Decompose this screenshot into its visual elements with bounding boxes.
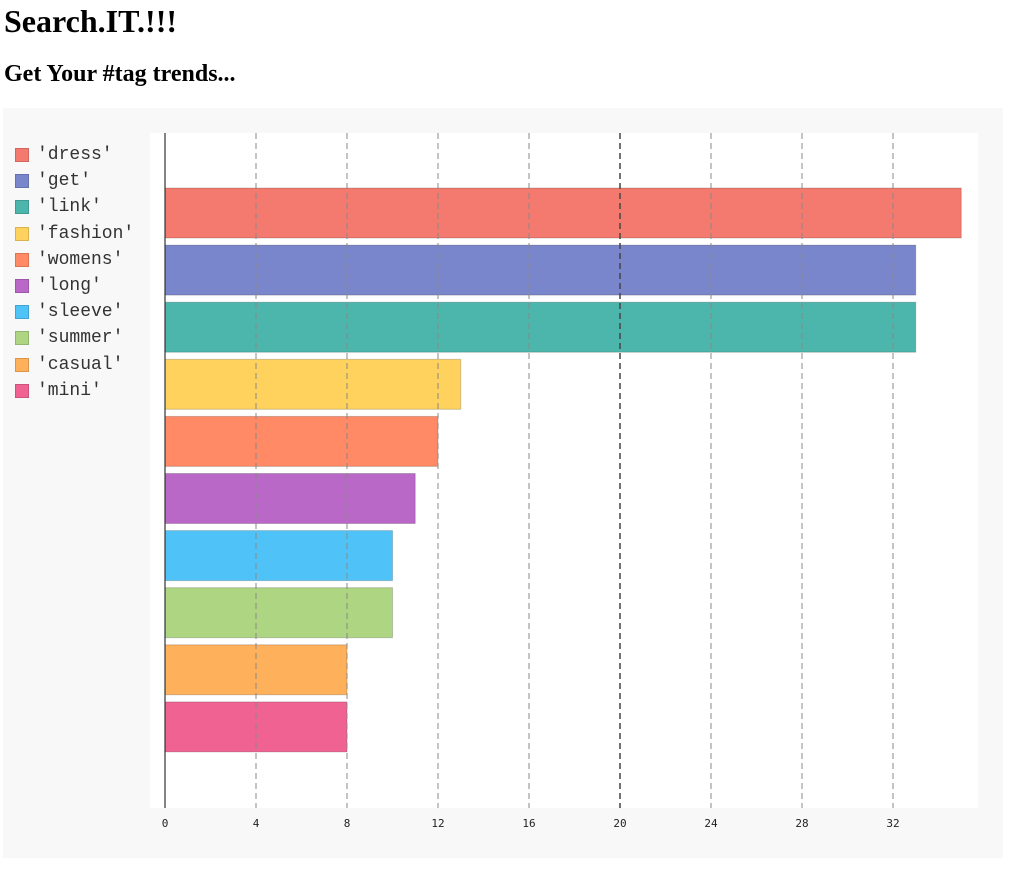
legend-item-womens[interactable]: 'womens' xyxy=(15,247,134,273)
legend-item-sleeve[interactable]: 'sleeve' xyxy=(15,299,134,325)
legend-label: 'womens' xyxy=(37,249,124,270)
bar-chart: 0 4 8 12 16 20 24 28 32 xyxy=(150,133,978,830)
bar-fashion[interactable] xyxy=(164,358,462,410)
legend-swatch xyxy=(15,252,29,267)
legend-item-summer[interactable]: 'summer' xyxy=(15,325,134,351)
page-title: Search.IT.!!! xyxy=(4,3,178,39)
legend-label: 'dress' xyxy=(37,145,113,166)
x-tick-label-8: 8 xyxy=(344,817,351,830)
legend-swatch xyxy=(15,305,29,320)
x-tick-label-4: 4 xyxy=(253,817,260,830)
legend-item-get[interactable]: 'get' xyxy=(15,168,134,194)
page-subtitle: Get Your #tag trends... xyxy=(4,61,236,87)
legend-swatch xyxy=(15,279,29,294)
legend-swatch xyxy=(15,174,29,189)
chart-panel: 0 4 8 12 16 20 24 28 32 'dress' 'get' 'link' 'fashi… xyxy=(3,108,1003,858)
legend-swatch xyxy=(15,331,29,346)
legend-label: 'long' xyxy=(37,276,102,297)
legend-item-dress[interactable]: 'dress' xyxy=(15,142,134,168)
x-axis: 0 4 8 12 16 20 24 28 32 xyxy=(162,133,900,830)
legend-swatch xyxy=(15,357,29,372)
bar-sleeve[interactable] xyxy=(164,530,393,582)
legend-swatch xyxy=(15,226,29,241)
legend-item-long[interactable]: 'long' xyxy=(15,273,134,299)
x-tick-label-32: 32 xyxy=(886,817,899,830)
x-tick-label-16: 16 xyxy=(522,817,535,830)
bar-long[interactable] xyxy=(164,473,416,524)
legend-item-casual[interactable]: 'casual' xyxy=(15,352,134,378)
legend-label: 'get' xyxy=(37,171,92,192)
legend-label: 'sleeve' xyxy=(37,302,124,323)
bar-womens[interactable] xyxy=(164,415,439,467)
x-tick-label-24: 24 xyxy=(704,817,718,830)
chart-legend: 'dress' 'get' 'link' 'fashion' 'womens' 'long… xyxy=(15,142,134,404)
bar-dress[interactable] xyxy=(164,187,962,239)
x-tick-label-20: 20 xyxy=(613,817,626,830)
legend-label: 'casual' xyxy=(37,354,124,375)
legend-label: 'summer' xyxy=(37,328,124,349)
legend-swatch xyxy=(15,200,29,215)
legend-item-link[interactable]: 'link' xyxy=(15,194,134,220)
x-tick-label-28: 28 xyxy=(795,817,808,830)
bar-link[interactable] xyxy=(164,301,917,353)
bar-summer[interactable] xyxy=(164,587,393,639)
x-tick-label-12: 12 xyxy=(431,817,444,830)
legend-label: 'mini' xyxy=(37,380,102,401)
legend-swatch xyxy=(15,148,29,163)
x-tick-label-0: 0 xyxy=(162,817,169,830)
legend-label: 'link' xyxy=(37,197,102,218)
legend-swatch xyxy=(15,383,29,398)
legend-item-fashion[interactable]: 'fashion' xyxy=(15,221,134,247)
grid-lines xyxy=(255,133,894,808)
legend-label: 'fashion' xyxy=(37,223,135,244)
legend-item-mini[interactable]: 'mini' xyxy=(15,378,134,404)
bar-get[interactable] xyxy=(164,244,917,296)
